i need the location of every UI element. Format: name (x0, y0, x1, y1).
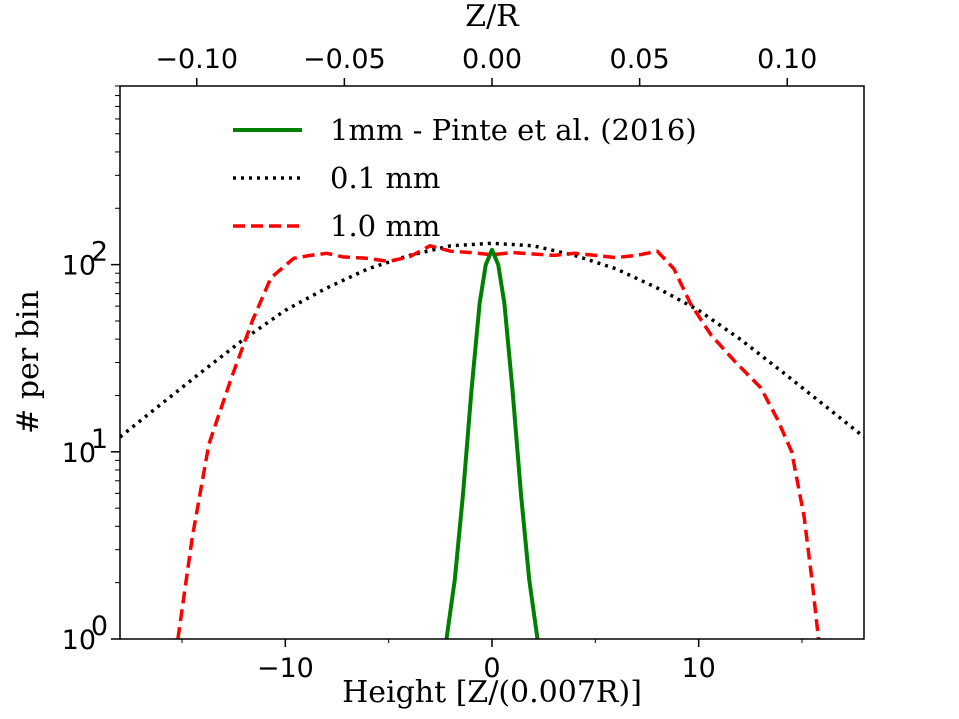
series-line-2 (176, 244, 821, 639)
top-x-tick-label: 0.00 (462, 44, 522, 75)
x-tick-label: −10 (257, 653, 314, 684)
top-x-tick-label: 0.05 (610, 44, 670, 75)
top-x-axis-title: Z/R (465, 0, 520, 34)
top-x-tick-label: 0.10 (757, 44, 817, 75)
y-tick-exponent: 0 (91, 611, 108, 642)
top-x-tick-label: −0.10 (155, 44, 238, 75)
series-line-1 (120, 241, 864, 439)
legend: 1mm - Pinte et al. (2016) 0.1 mm 1.0 mm (233, 113, 697, 243)
series-layer (120, 241, 864, 639)
legend-label-0: 1mm - Pinte et al. (2016) (330, 113, 697, 147)
legend-label-2: 1.0 mm (330, 209, 440, 243)
x-tick-label: 0 (483, 653, 500, 684)
y-tick-exponent: 2 (91, 237, 108, 268)
x-axis-top: −0.10 −0.05 0.00 0.05 0.10 (155, 44, 817, 86)
y-tick-label: 10 (62, 438, 96, 469)
series-line-0 (444, 247, 540, 639)
y-tick-label: 10 (62, 251, 96, 282)
top-x-tick-label: −0.05 (303, 44, 386, 75)
y-tick-exponent: 1 (91, 424, 108, 455)
y-tick-label: 10 (62, 625, 96, 656)
x-axis-bottom: −10 0 10 (181, 639, 803, 684)
y-axis-title: # per bin (11, 290, 46, 434)
x-axis-title: Height [Z/(0.007R)] (342, 675, 642, 710)
x-tick-label: 10 (681, 653, 715, 684)
legend-label-1: 0.1 mm (330, 161, 440, 195)
plot-frame (119, 85, 865, 640)
